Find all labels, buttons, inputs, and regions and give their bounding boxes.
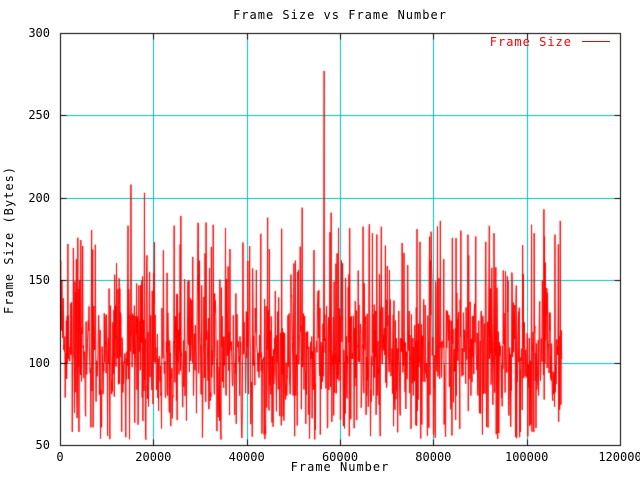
y-tick-label: 100 [28, 355, 50, 370]
x-axis-label: Frame Number [290, 460, 390, 474]
legend-line-sample [582, 41, 610, 42]
y-tick-label: 50 [35, 438, 50, 452]
y-axis-label: Frame Size (Bytes) [2, 165, 16, 315]
x-tick-label: 80000 [415, 450, 452, 464]
x-tick-label: 60000 [321, 450, 359, 464]
y-tick-label: 250 [28, 108, 50, 123]
y-tick-label: 150 [28, 273, 50, 288]
y-tick-label: 200 [28, 190, 50, 205]
x-tick-label: 120000 [598, 450, 640, 464]
x-tick-label: 100000 [504, 450, 549, 464]
x-tick-label: 20000 [135, 450, 172, 464]
chart-title: Frame Size vs Frame Number [233, 8, 447, 22]
x-tick-label: 0 [56, 450, 64, 464]
y-tick-label: 300 [28, 26, 50, 40]
legend-label: Frame Size [489, 35, 572, 49]
x-tick-label: 40000 [228, 450, 265, 464]
